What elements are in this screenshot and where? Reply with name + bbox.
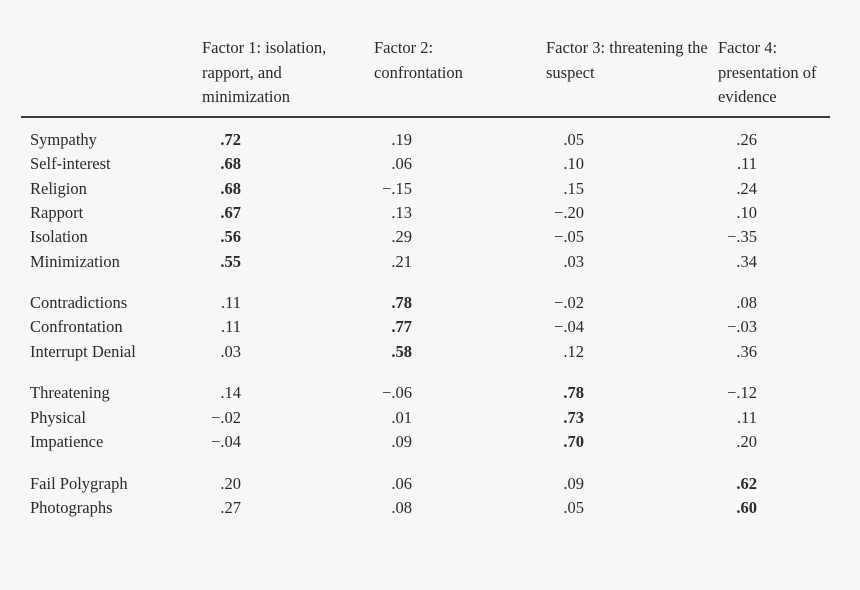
row-label: Impatience	[30, 432, 104, 451]
loading-value-factor-4: .11	[736, 154, 757, 173]
loading-value-factor-3: .10	[563, 154, 584, 173]
loading-value-factor-2: .29	[391, 227, 412, 246]
loading-value-factor-3: .70	[563, 432, 584, 451]
loading-value-factor-2: .13	[391, 203, 412, 222]
loading-value-factor-3: −.02	[554, 293, 584, 312]
loading-value-factor-2: .77	[391, 317, 412, 336]
loading-value-factor-1: .03	[220, 342, 241, 361]
table-row: Interrupt Denial .03 .58 .12 .36	[0, 340, 860, 364]
table-row: Fail Polygraph .20 .06 .09 .62	[0, 472, 860, 496]
loading-value-factor-1: .11	[220, 317, 241, 336]
loading-value-factor-2: −.06	[382, 383, 412, 402]
table-row: Photographs .27 .08 .05 .60	[0, 496, 860, 520]
loading-value-factor-1: .11	[220, 293, 241, 312]
row-label: Interrupt Denial	[30, 342, 136, 361]
loading-value-factor-4: .10	[736, 203, 757, 222]
loading-value-factor-3: .05	[563, 498, 584, 517]
header-factor-4: Factor 4: presentation of evidence	[718, 38, 817, 106]
loading-value-factor-2: .09	[391, 432, 412, 451]
loading-value-factor-2: −.15	[382, 179, 412, 198]
table-row: Minimization .55 .21 .03 .34	[0, 250, 860, 274]
loading-value-factor-4: .62	[736, 474, 757, 493]
loading-value-factor-3: .09	[563, 474, 584, 493]
loading-value-factor-3: −.05	[554, 227, 584, 246]
row-label: Sympathy	[30, 130, 97, 149]
loading-value-factor-2: .01	[391, 408, 412, 427]
header-factor-1: Factor 1: isolation, rapport, and minimi…	[202, 38, 327, 106]
loading-value-factor-3: .03	[563, 252, 584, 271]
row-label: Physical	[30, 408, 86, 427]
loading-value-factor-1: .68	[220, 154, 241, 173]
loading-value-factor-2: .58	[391, 342, 412, 361]
table-row: Contradictions .11 .78 −.02 .08	[0, 291, 860, 315]
loading-value-factor-1: .72	[220, 130, 241, 149]
loading-value-factor-2: .21	[391, 252, 412, 271]
row-label: Minimization	[30, 252, 120, 271]
loading-value-factor-4: .60	[736, 498, 757, 517]
row-label: Self-interest	[30, 154, 111, 173]
loading-value-factor-4: .26	[736, 130, 757, 149]
loading-value-factor-3: .12	[563, 342, 584, 361]
loading-value-factor-4: .20	[736, 432, 757, 451]
loading-value-factor-4: .24	[736, 179, 757, 198]
loading-value-factor-2: .19	[391, 130, 412, 149]
table-row: Sympathy .72 .19 .05 .26	[0, 128, 860, 152]
loading-value-factor-1: −.02	[211, 408, 241, 427]
loading-value-factor-4: −.35	[727, 227, 757, 246]
loading-value-factor-3: −.04	[554, 317, 584, 336]
row-label: Rapport	[30, 203, 84, 222]
row-label: Threatening	[30, 383, 110, 402]
row-label: Photographs	[30, 498, 113, 517]
row-label: Confrontation	[30, 317, 123, 336]
table-row: Religion .68 −.15 .15 .24	[0, 177, 860, 201]
loading-value-factor-4: .34	[736, 252, 757, 271]
loading-value-factor-1: .20	[220, 474, 241, 493]
row-label: Religion	[30, 179, 87, 198]
loading-value-factor-4: .11	[736, 408, 757, 427]
loading-value-factor-3: .73	[563, 408, 584, 427]
loading-value-factor-3: .05	[563, 130, 584, 149]
table-row: Impatience −.04 .09 .70 .20	[0, 430, 860, 454]
loading-value-factor-2: .06	[391, 154, 412, 173]
loading-value-factor-4: −.03	[727, 317, 757, 336]
table-row: Isolation .56 .29 −.05 −.35	[0, 225, 860, 249]
row-label: Isolation	[30, 227, 88, 246]
loading-value-factor-3: .15	[563, 179, 584, 198]
loading-value-factor-1: .14	[220, 383, 241, 402]
loading-value-factor-2: .78	[391, 293, 412, 312]
row-label: Contradictions	[30, 293, 128, 312]
loading-value-factor-3: −.20	[554, 203, 584, 222]
loading-value-factor-1: .67	[220, 203, 241, 222]
loading-value-factor-1: .56	[220, 227, 241, 246]
table-row: Threatening .14 −.06 .78 −.12	[0, 381, 860, 405]
table-row: Self-interest .68 .06 .10 .11	[0, 152, 860, 176]
header-factor-3: Factor 3: threatening the suspect	[546, 38, 708, 82]
header-rule	[21, 116, 830, 118]
table-row: Rapport .67 .13 −.20 .10	[0, 201, 860, 225]
table-row: Confrontation .11 .77 −.04 −.03	[0, 315, 860, 339]
row-label: Fail Polygraph	[30, 474, 128, 493]
loading-value-factor-1: .68	[220, 179, 241, 198]
loading-value-factor-1: .27	[220, 498, 241, 517]
header-factor-2: Factor 2: confrontation	[374, 38, 463, 82]
loading-value-factor-3: .78	[563, 383, 584, 402]
table-row: Physical −.02 .01 .73 .11	[0, 406, 860, 430]
loading-value-factor-1: .55	[220, 252, 241, 271]
loading-value-factor-2: .08	[391, 498, 412, 517]
loading-value-factor-4: .08	[736, 293, 757, 312]
loading-value-factor-2: .06	[391, 474, 412, 493]
loading-value-factor-4: −.12	[727, 383, 757, 402]
loading-value-factor-1: −.04	[211, 432, 241, 451]
loading-value-factor-4: .36	[736, 342, 757, 361]
